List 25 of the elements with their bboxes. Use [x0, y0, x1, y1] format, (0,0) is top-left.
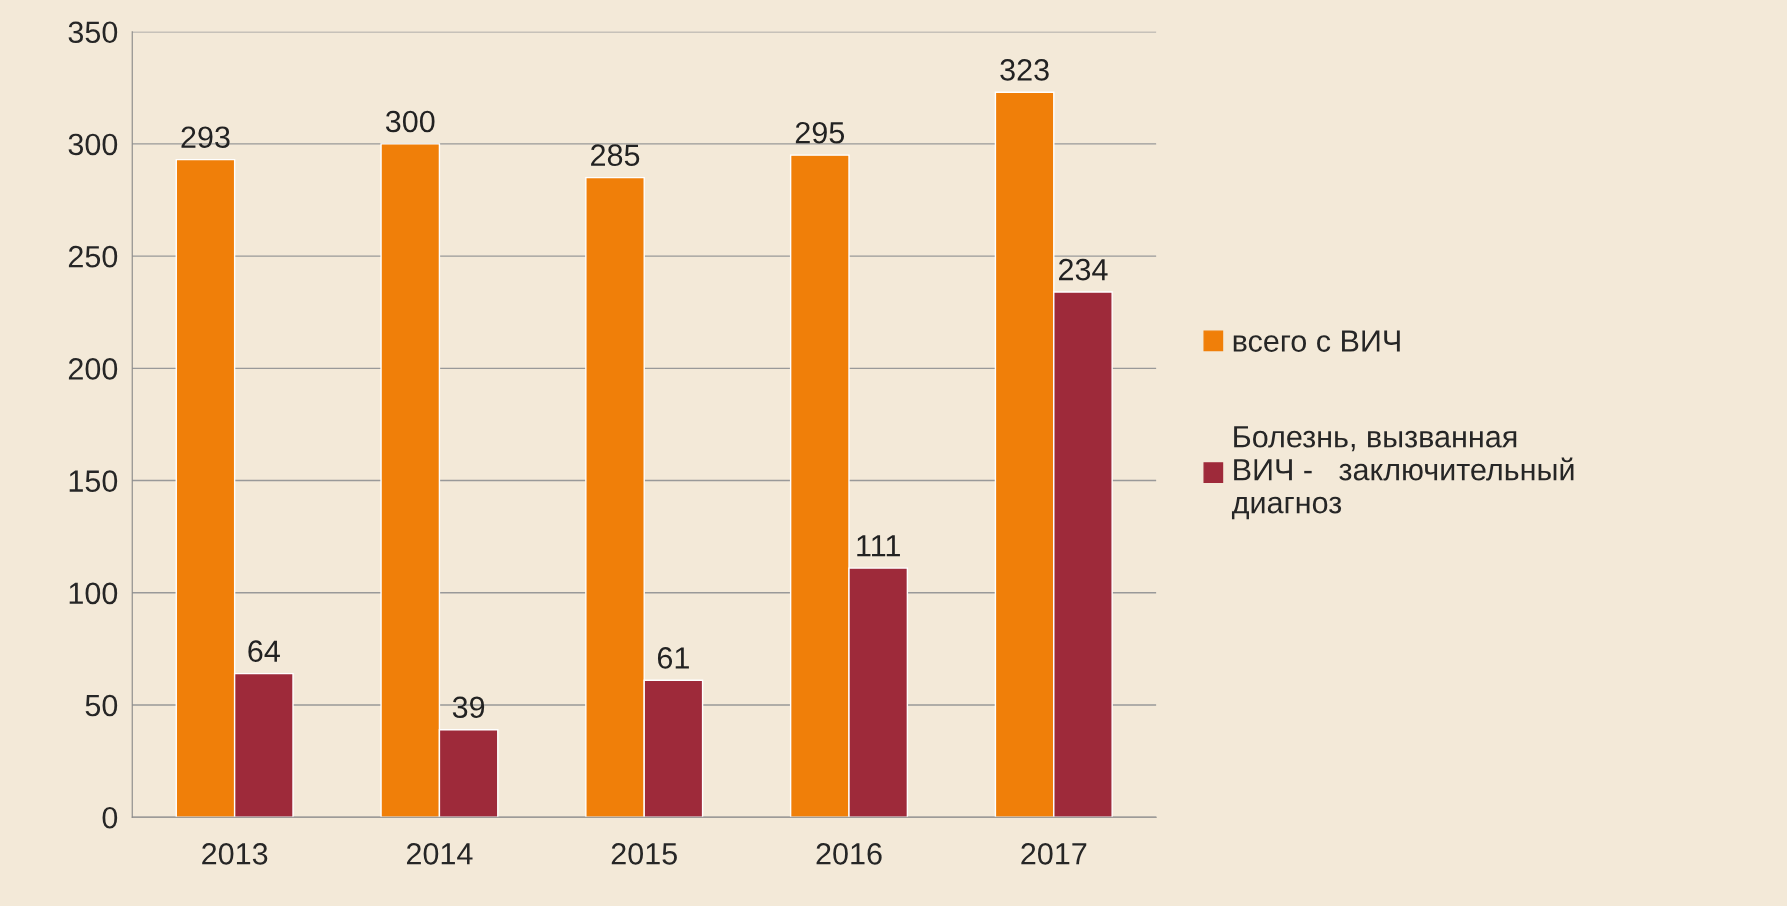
y-tick-label: 100 [69, 582, 118, 605]
data-label: 300 [385, 110, 435, 133]
data-label: 39 [452, 696, 485, 719]
data-label: 111 [857, 535, 900, 557]
y-tick-label: 300 [68, 133, 118, 156]
y-tick-label: 250 [68, 245, 118, 268]
y-tick-label: 150 [69, 470, 118, 492]
data-label: 293 [181, 126, 230, 149]
legend-label: Болезнь, вызванная ВИЧ - заключительный диагноз [1231, 426, 1574, 520]
x-tick-label: 2013 [202, 843, 268, 865]
y-tick-label: 350 [68, 21, 118, 44]
data-label: 64 [248, 640, 280, 662]
data-label: 61 [657, 647, 689, 669]
y-tick-label: 50 [85, 694, 118, 717]
data-label: 323 [1000, 59, 1049, 81]
x-tick-label: 2015 [611, 843, 677, 865]
x-tick-label: 2017 [1021, 843, 1087, 865]
data-label: 295 [795, 121, 845, 144]
y-tick-label: 0 [102, 806, 118, 829]
data-label: 234 [1059, 258, 1108, 281]
x-tick-label: 2014 [406, 843, 473, 865]
y-tick-label: 200 [68, 358, 118, 380]
legend-label: всего с ВИЧ [1233, 330, 1400, 352]
x-tick-label: 2016 [816, 843, 882, 865]
data-label: 285 [591, 144, 640, 166]
